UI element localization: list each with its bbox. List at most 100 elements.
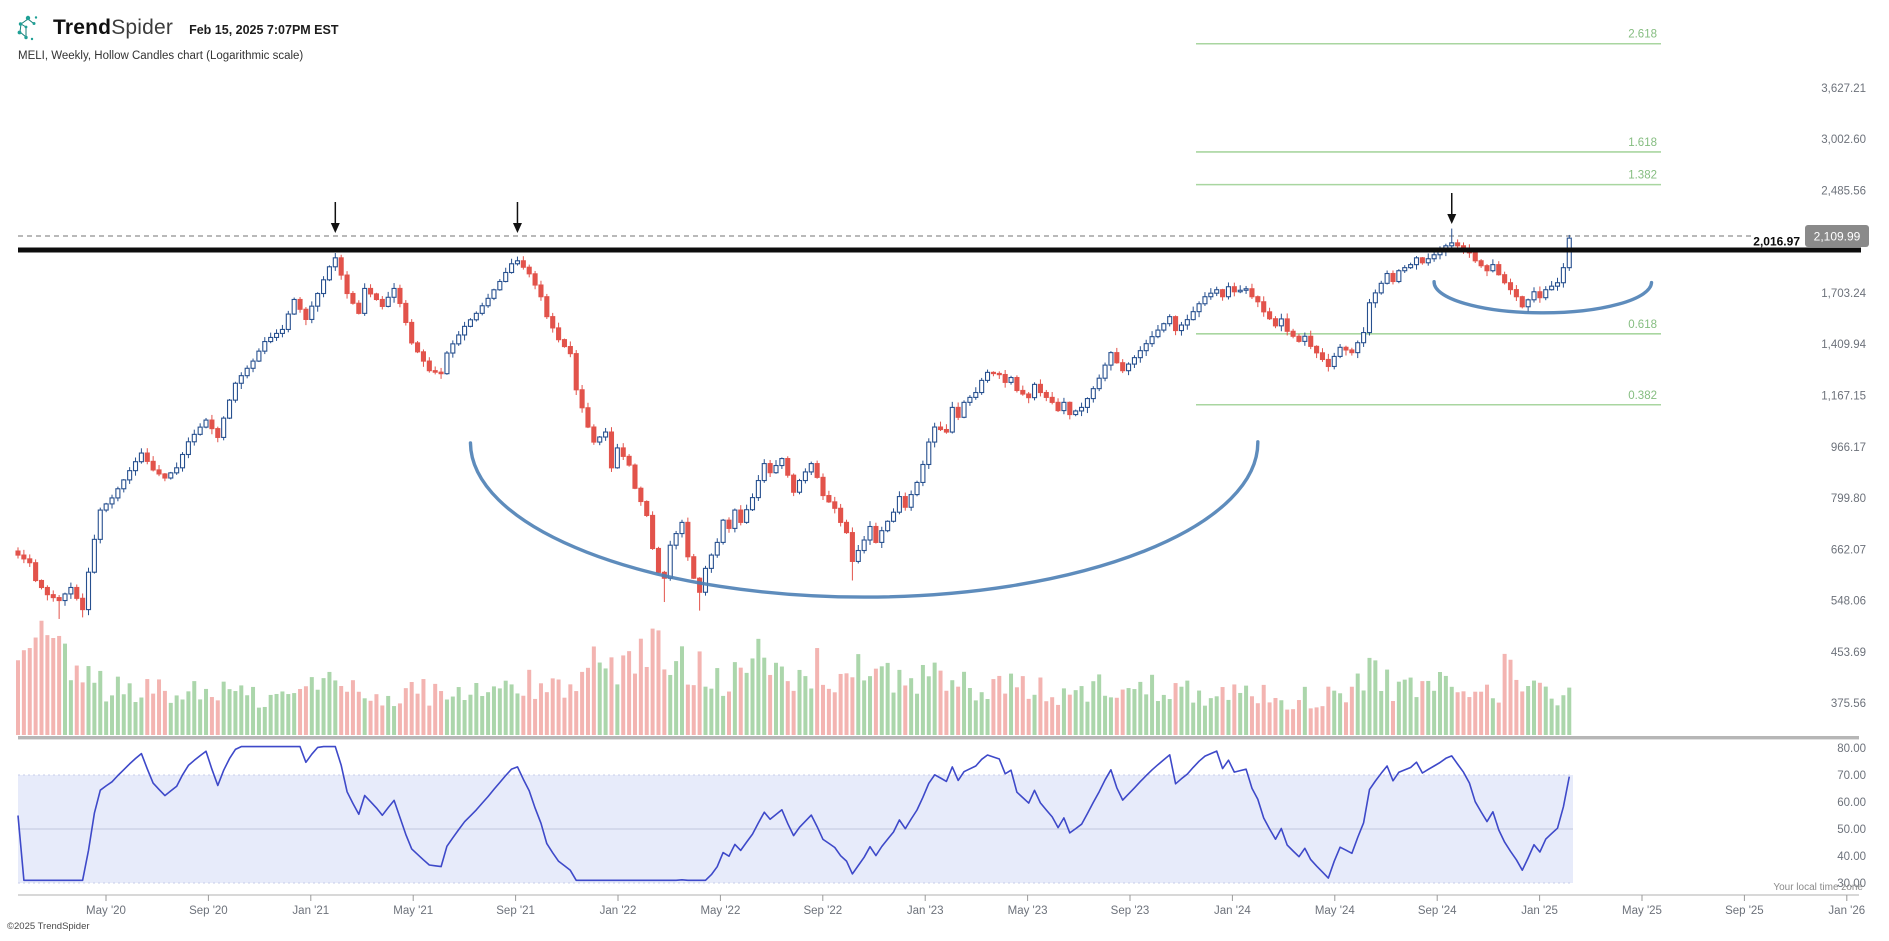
candle: [1484, 264, 1490, 277]
candle: [432, 366, 438, 375]
candle: [56, 595, 62, 619]
volume-bar: [697, 651, 702, 735]
volume-bar: [221, 681, 226, 735]
volume-bar: [1338, 693, 1343, 735]
candle: [685, 517, 691, 561]
price-axis-label: 375.56: [1831, 698, 1866, 710]
volume-bar: [1379, 690, 1384, 735]
time-axis[interactable]: May '20 Sep '20 Jan '21 May '21 Sep '21 Jan '…: [18, 894, 1865, 917]
volume-bar: [1537, 682, 1542, 735]
candle: [179, 452, 186, 472]
candle: [1566, 234, 1572, 271]
support-line-bar[interactable]: [18, 247, 1861, 253]
volume-bar: [1426, 680, 1431, 735]
rsi-panel: [17, 745, 1573, 884]
time-axis-label: Jan '24: [1214, 905, 1251, 917]
candle: [1061, 397, 1067, 415]
volume-bar: [862, 680, 867, 735]
volume-bar: [1238, 692, 1243, 735]
candle: [697, 577, 703, 611]
candle: [215, 426, 221, 443]
brand-title: TrendSpider: [53, 16, 173, 40]
handle-arc-annotation[interactable]: [1432, 279, 1654, 315]
volume-bar: [591, 646, 596, 735]
rsi-axis-label: 30.00: [1837, 878, 1866, 890]
down-arrow-annotation[interactable]: [1447, 193, 1457, 224]
volume-bar: [956, 686, 961, 735]
volume-bar: [1026, 698, 1031, 735]
candle: [1378, 280, 1384, 295]
trendspider-logo-icon[interactable]: [16, 14, 43, 42]
arrow-annotations[interactable]: [330, 193, 1457, 233]
candle: [843, 519, 850, 534]
candle: [1425, 253, 1431, 266]
chart-subtitle: MELI, Weekly, Hollow Candles chart (Loga…: [18, 50, 304, 62]
volume-bar: [74, 665, 79, 735]
volume-bar: [1103, 695, 1108, 735]
volume-bar: [45, 635, 50, 735]
rsi-axis-label: 70.00: [1837, 770, 1866, 782]
candle: [1355, 340, 1361, 359]
candle: [62, 592, 68, 606]
volume-bar: [750, 658, 755, 735]
candle: [1372, 289, 1378, 308]
chart-timestamp: Feb 15, 2025 7:07PM EST: [189, 22, 339, 37]
down-arrow-annotation[interactable]: [512, 202, 522, 233]
candle: [1490, 259, 1496, 273]
candle: [814, 460, 820, 479]
volume-bar: [27, 648, 32, 735]
volume-bar: [1432, 690, 1437, 735]
volume-bar: [1437, 671, 1442, 735]
candle: [1549, 281, 1555, 291]
candle: [203, 417, 209, 429]
candle: [338, 254, 344, 280]
rsi-axis-label: 80.00: [1837, 743, 1866, 755]
candle: [1043, 389, 1049, 402]
candle: [532, 270, 538, 290]
volume-bar: [1308, 708, 1313, 735]
volume-bar: [268, 694, 273, 735]
price-axis[interactable]: 3,627.21 3,002.60 2,485.56 1,703.24 1,409.94…: [1821, 83, 1866, 890]
candle: [103, 502, 109, 513]
volume-bar: [885, 662, 890, 735]
volume-bar: [1197, 690, 1202, 735]
volume-bar: [926, 676, 931, 735]
volume-bar: [715, 668, 720, 735]
volume-bar: [280, 691, 285, 735]
cup-arc-annotation[interactable]: [468, 440, 1260, 599]
candle: [1560, 263, 1566, 288]
candle: [1108, 351, 1114, 371]
support-resistance-line[interactable]: 2,016.97: [18, 235, 1861, 253]
fibonacci-extension-overlay[interactable]: 2.618 1.618 1.382 0.618 0.382: [1196, 29, 1661, 406]
volume-bar: [1232, 684, 1237, 735]
candle: [1208, 288, 1214, 300]
volume-bar: [409, 682, 414, 735]
candle: [1366, 298, 1373, 336]
volume-bar: [674, 661, 679, 735]
volume-bar: [744, 672, 749, 735]
volume-bar: [139, 697, 144, 735]
volume-bar: [1461, 691, 1466, 735]
volume-bar: [186, 691, 191, 735]
volume-bar: [1420, 681, 1425, 735]
candle: [679, 519, 685, 538]
badge-bg: [1805, 225, 1869, 247]
volume-bar: [456, 687, 461, 735]
candle: [150, 456, 156, 472]
volume-baseline: [18, 736, 1859, 740]
volume-bar: [1091, 681, 1096, 735]
last-price-badge: 2,109.99: [1805, 225, 1869, 247]
candle: [720, 518, 726, 545]
candle: [379, 296, 385, 310]
down-arrow-annotation[interactable]: [330, 202, 340, 233]
price-axis-label: 3,627.21: [1821, 83, 1866, 95]
volume-bar: [1014, 687, 1019, 735]
candle: [1554, 277, 1561, 291]
volume-bar: [868, 676, 873, 735]
candle: [514, 256, 521, 266]
time-axis-label: Jan '23: [907, 905, 944, 917]
candle: [785, 456, 791, 478]
volume-bar: [1520, 691, 1525, 735]
candle: [538, 280, 544, 301]
